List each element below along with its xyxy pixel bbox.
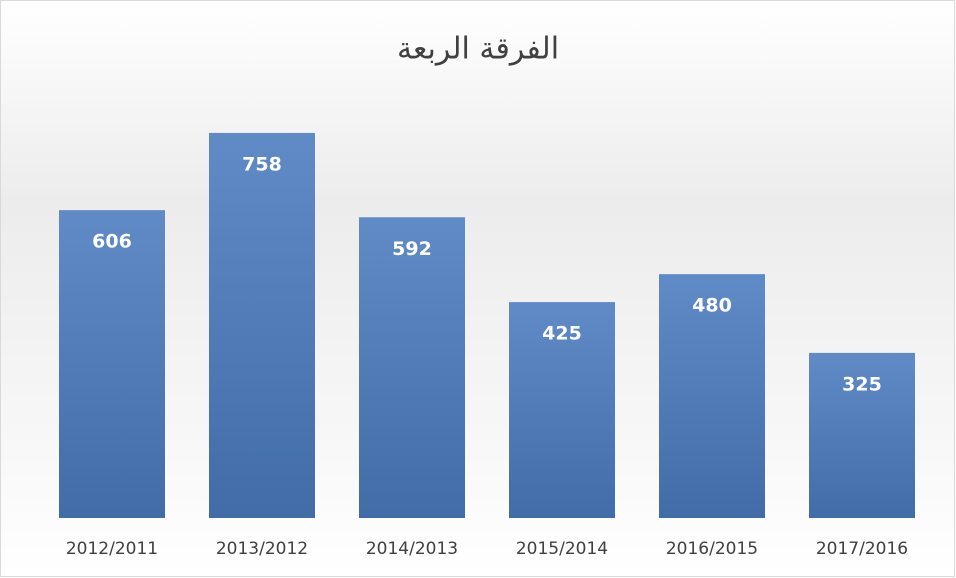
x-tick-label: 2015/2014 [516, 539, 608, 559]
value-label: 592 [392, 238, 432, 260]
value-label: 606 [92, 231, 132, 253]
bar-shade [809, 352, 915, 518]
bar-shade [59, 210, 165, 519]
bar-shade [509, 302, 615, 518]
x-tick-label: 2017/2016 [816, 539, 908, 559]
x-tick-label: 2016/2015 [666, 539, 758, 559]
x-tick-label: 2012/2011 [66, 539, 158, 559]
value-label: 325 [842, 373, 882, 395]
x-tick-label: 2014/2013 [366, 539, 458, 559]
chart-title: الفرقة الربعة [397, 32, 559, 67]
value-label: 425 [542, 323, 582, 345]
value-label: 758 [242, 153, 282, 175]
bar-shade [359, 217, 465, 518]
bar-shade [659, 274, 765, 518]
bar-shade [209, 132, 315, 518]
value-label: 480 [692, 295, 732, 317]
x-tick-label: 2013/2012 [216, 539, 308, 559]
